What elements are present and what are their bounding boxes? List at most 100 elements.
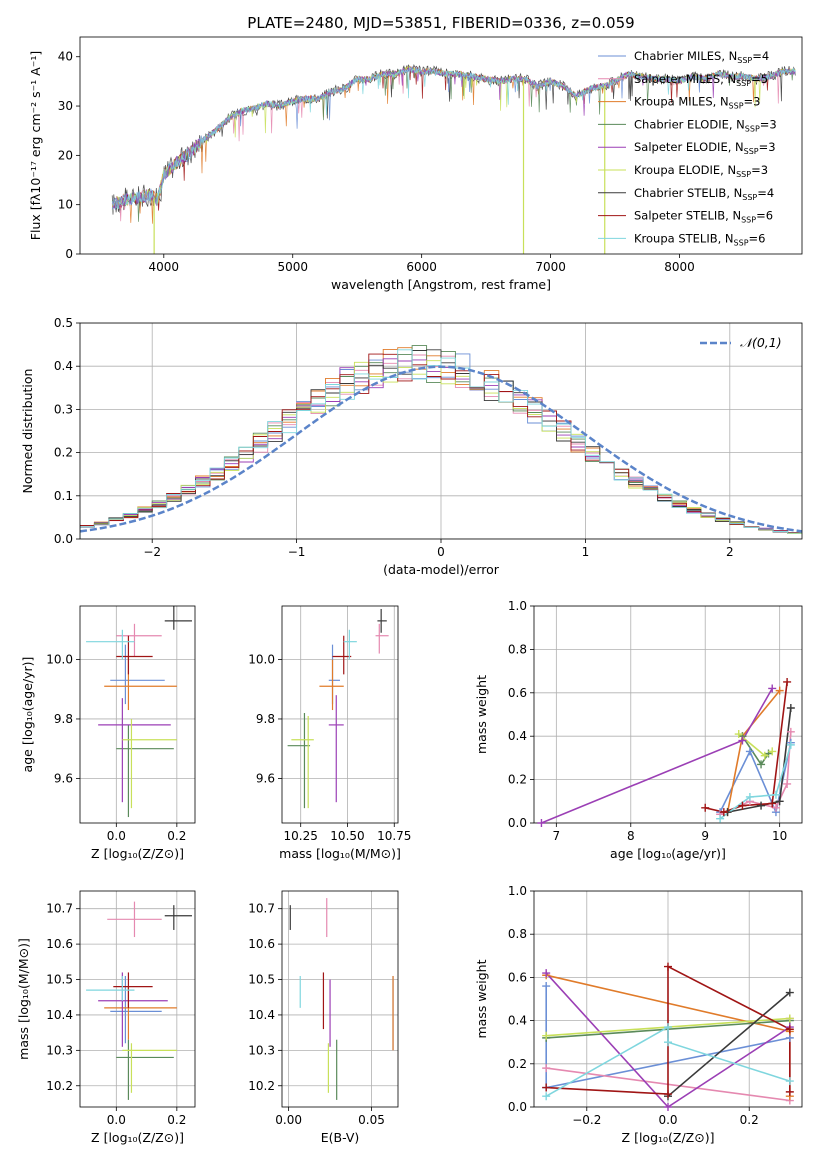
y-tick-label: 10.2 [248,1079,275,1093]
y-tick-label: 0.2 [508,1057,527,1071]
x-tick-label: 0.2 [167,1113,186,1127]
weight-point [542,1083,551,1092]
weight-point [542,969,551,978]
weight-point [760,751,769,760]
x-tick-label: 7 [553,829,561,843]
weight-line [545,1025,791,1097]
normal-curve [80,365,802,533]
plot-area [80,323,802,539]
weight-point [785,1077,794,1086]
weight-point [786,727,795,736]
axes-frame [79,605,196,824]
y-tick-label: 10.4 [248,1008,275,1022]
y-tick-label: 0 [65,247,73,261]
plot-area [111,63,796,254]
panel-spectrum: 4000 5000 6000 7000 8000 0 10 20 30 40 wavelength … [28,36,803,292]
y-tick-label: 1.0 [508,884,527,898]
x-tick-label: 1 [582,545,590,559]
weight-point [757,801,766,810]
legend-entry: Salpeter STELIB, NSSP=6 [634,209,773,225]
weight-point [745,792,754,801]
panel-weight-vs-age: 7 8 9 10 0.0 0.2 0.4 0.6 0.8 1.0 age [log₁₀(age/yr… [474,599,803,861]
x-axis-label: Z [log₁₀(Z/Z⊙)] [622,1130,715,1145]
weight-point [768,799,777,808]
y-tick-label: 10.4 [46,1008,73,1022]
weight-point [783,779,792,788]
y-tick-label: 0.1 [54,489,73,503]
weight-line [667,991,791,1097]
x-tick-label: 0.2 [740,1113,759,1127]
y-tick-label: 0.2 [54,446,73,460]
y-tick-label: 0.4 [508,729,527,743]
x-tick-label: 6000 [406,260,437,274]
spectrum-line [111,66,796,209]
y-tick-label: 10.0 [248,653,275,667]
figure-title: PLATE=2480, MJD=53851, FIBERID=0336, z=0… [247,14,634,32]
y-tick-label: 10.5 [248,973,275,987]
weight-point [738,801,747,810]
plot-area [282,606,398,823]
y-tick-label: 10.3 [248,1043,275,1057]
weight-line [705,681,788,813]
y-tick-label: 1.0 [508,599,527,613]
plot-area [282,891,398,1107]
y-axis-label: Flux [fλ10⁻¹⁷ erg cm⁻² s⁻¹ A⁻¹] [28,51,43,240]
weight-point [785,1087,794,1096]
x-axis-label: wavelength [Angstrom, rest frame] [331,277,551,292]
y-tick-label: 10.5 [46,973,73,987]
x-tick-label: 2 [726,545,734,559]
weight-point [664,962,672,971]
x-axis-label: Z [log₁₀(Z/Z⊙)] [91,846,184,861]
y-tick-label: 0.4 [54,359,73,373]
axes-frame [79,890,196,1108]
weight-point [664,1038,672,1047]
y-axis-label: mass weight [474,675,489,754]
y-tick-label: 9.8 [54,712,73,726]
plot-area [80,606,195,823]
panel-mass-vs-ebv: 0.00 0.05 10.2 10.3 10.4 10.5 10.6 10.7 E(B-V) [248,890,399,1145]
y-tick-label: 10.7 [46,902,73,916]
y-tick-label: 9.6 [256,771,275,785]
weight-point [745,747,754,756]
y-tick-label: 0.0 [508,816,527,830]
weight-point [786,703,795,712]
x-tick-label: 0.00 [275,1113,302,1127]
legend-entry: Kroupa STELIB, NSSP=6 [634,231,765,247]
weight-point [786,740,795,749]
x-tick-label: 10.25 [284,829,318,843]
plot-area [80,891,195,1107]
spectrum-line [111,66,796,210]
weight-point [771,790,780,799]
weight-point [716,814,725,823]
y-tick-label: 0.0 [54,532,73,546]
x-tick-label: 8000 [664,260,695,274]
weight-point [537,819,546,827]
weight-line [545,972,791,1107]
panel-weight-vs-z: −0.2 0.0 0.2 0.0 0.2 0.4 0.6 0.8 1.0 Z [log₁₀(Z/Z… [474,884,803,1145]
weight-point [785,988,794,997]
weight-point [719,808,728,817]
y-tick-label: 30 [58,99,73,113]
weight-point [785,1014,794,1023]
legend-entry: Salpeter ELODIE, NSSP=3 [634,140,776,156]
axes-frame [79,322,803,540]
x-axis-label: (data-model)/error [383,562,500,577]
axes-frame [281,890,399,1108]
y-axis-label: mass [log₁₀(M/M⊙)] [16,938,31,1060]
legend-entry: Chabrier ELODIE, NSSP=3 [634,117,777,133]
y-tick-label: 0.2 [508,773,527,787]
x-tick-label: 10 [772,829,787,843]
weight-line [719,742,792,815]
y-tick-label: 0.8 [508,927,527,941]
x-axis-label: E(B-V) [321,1130,360,1145]
panel-age-vs-z: 0.0 0.2 9.6 9.8 10.0 Z [log₁₀(Z/Z⊙)] age [log₁… [20,605,196,861]
y-tick-label: 0.8 [508,642,527,656]
x-tick-label: 10.75 [377,829,411,843]
y-tick-label: 10.6 [248,937,275,951]
legend: Chabrier MILES, NSSP=4 Salpeter MILES, NS… [598,49,777,247]
weight-point [542,982,551,991]
weight-point [734,730,743,739]
y-tick-label: 10.3 [46,1043,73,1057]
x-tick-label: 9 [701,829,709,843]
